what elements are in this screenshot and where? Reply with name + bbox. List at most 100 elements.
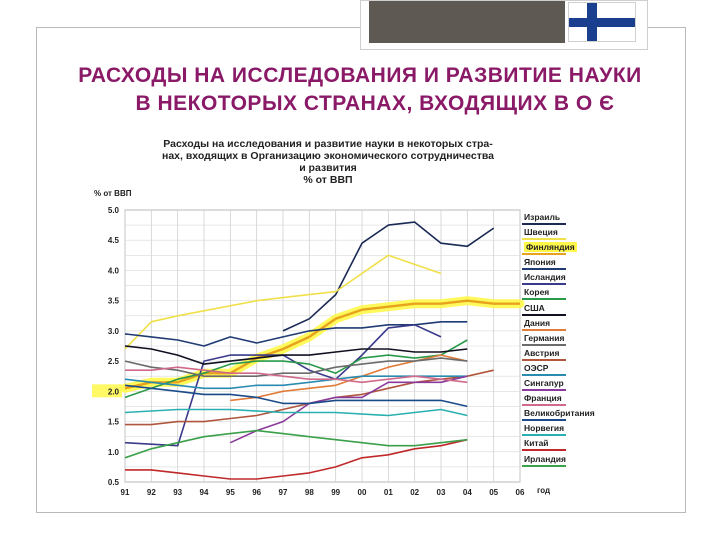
y-tick-label: 1.5 [108, 418, 120, 427]
legend-label: Корея [524, 287, 550, 298]
legend-swatch [522, 283, 566, 286]
legend-swatch [522, 223, 566, 225]
legend-item: Швеция [520, 227, 610, 242]
legend-item: Франция [520, 393, 610, 408]
x-tick-label: 05 [489, 488, 498, 497]
legend-item: Сингапур [520, 378, 610, 393]
series-line [124, 324, 442, 447]
legend-swatch [522, 328, 566, 331]
legend-item: Корея [520, 287, 610, 302]
finland-flag-icon [568, 2, 636, 42]
y-tick-label: 5.0 [108, 206, 120, 215]
x-tick-label: 97 [279, 488, 288, 497]
chart-title-line3: и развития [299, 162, 357, 174]
chart-title-line4: % от ВВП [303, 174, 353, 186]
legend-swatch [522, 389, 566, 392]
x-tick-label: 99 [331, 488, 340, 497]
series-line [229, 375, 468, 444]
legend-label: Великобритания [524, 408, 595, 419]
x-tick-label: 03 [437, 488, 446, 497]
x-tick-label: 94 [200, 488, 209, 497]
x-tick-label: 02 [410, 488, 419, 497]
x-tick-label: 04 [463, 488, 472, 497]
legend-swatch [522, 464, 566, 467]
legend-swatch [522, 404, 566, 407]
legend-label: Финляндия [524, 242, 577, 253]
legend-swatch [522, 358, 566, 361]
legend-label: Швеция [524, 227, 558, 238]
legend-swatch [522, 419, 566, 422]
legend-swatch [522, 238, 566, 241]
series-line [124, 357, 468, 377]
slide-title-line1: РАСХОДЫ НА ИССЛЕДОВАНИЯ И РАЗВИТИЕ НАУКИ [78, 64, 642, 87]
legend-item: Норвегия [520, 423, 610, 438]
y-tick-label: 2.0 [108, 387, 120, 396]
legend-label: Израиль [524, 212, 561, 222]
legend-swatch [522, 434, 566, 437]
x-tick-label: 98 [305, 488, 314, 497]
legend-item: Исландия [520, 272, 610, 287]
legend-label: США [524, 302, 545, 313]
legend-label: Ирландия [524, 453, 566, 464]
series-line [124, 339, 468, 399]
series-line [124, 429, 468, 459]
legend-label: Германия [524, 332, 565, 343]
legend-swatch [522, 343, 566, 346]
y-tick-label: 4.5 [108, 236, 120, 245]
x-tick-label: 93 [173, 488, 182, 497]
y-tick-label: 2.5 [108, 357, 120, 366]
legend-item: США [520, 303, 610, 318]
y-tick-label: 1.0 [108, 448, 120, 457]
x-tick-label: 95 [226, 488, 235, 497]
legend-swatch [522, 449, 566, 452]
x-tick-label: 06 [516, 488, 525, 497]
legend-item: Ирландия [520, 454, 610, 469]
y-tick-label: 0.5 [108, 478, 120, 487]
legend-item: Дания [520, 318, 610, 333]
legend-swatch [522, 373, 566, 376]
legend-label: Австрия [524, 347, 560, 358]
legend-item: Великобритания [520, 408, 610, 423]
y-axis-label: % от ВВП [94, 189, 132, 198]
legend-item: ОЭСР [520, 363, 610, 378]
legend-item: Китай [520, 438, 610, 453]
legend-label: Китай [524, 438, 549, 449]
y-tick-label: 4.0 [108, 266, 120, 275]
legend-label: Сингапур [524, 378, 564, 389]
legend-label: Дания [524, 317, 551, 328]
x-tick-label: 92 [147, 488, 156, 497]
legend-item: Финляндия [520, 242, 610, 257]
y-tick-label: 3.0 [108, 327, 120, 336]
chart-title-line2: нах, входящих в Организацию экономическо… [162, 150, 494, 162]
legend-label: ОЭСР [524, 362, 549, 373]
legend-swatch [522, 253, 566, 256]
x-tick-label: 91 [121, 488, 130, 497]
chart-title-line1: Расходы на исследования и развитие науки… [163, 138, 493, 150]
legend-swatch [522, 268, 566, 271]
legend-swatch [522, 298, 566, 301]
x-tick-label: 96 [252, 488, 261, 497]
legend-label: Япония [524, 257, 556, 268]
chart-legend: Израиль Швеция Финляндия Япония Исландия Коре… [520, 212, 610, 469]
legend-label: Норвегия [524, 423, 565, 434]
chart-title: Расходы на исследования и развитие науки… [128, 138, 528, 186]
legend-label: Исландия [524, 272, 566, 283]
slide-title-line2: В НЕКОТОРЫХ СТРАНАХ, ВХОДЯЩИХ В О Є [135, 92, 615, 115]
y-tick-label: 3.5 [108, 297, 120, 306]
legend-swatch [522, 313, 566, 316]
series-line [124, 299, 520, 390]
x-axis-label: год [537, 486, 550, 495]
series-line [124, 384, 468, 408]
x-tick-label: 01 [384, 488, 393, 497]
series-line [124, 254, 442, 350]
series-line [125, 438, 468, 480]
legend-label: Франция [524, 393, 562, 404]
series-line [125, 366, 468, 384]
legend-item: Израиль [520, 212, 610, 227]
series-line [124, 408, 468, 417]
series-line [282, 221, 495, 332]
header-photo-image [369, 1, 565, 43]
y-tick-highlight [92, 384, 122, 398]
legend-item: Австрия [520, 348, 610, 363]
